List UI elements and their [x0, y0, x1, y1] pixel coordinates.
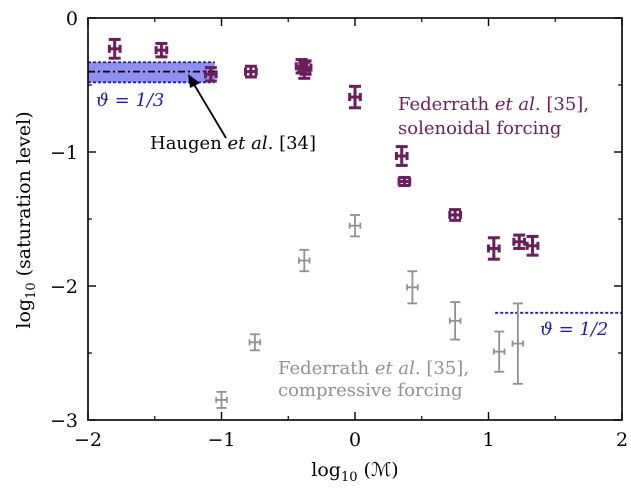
- fed-comp-suffix: [35],: [421, 358, 469, 379]
- haugen-arrow: [188, 74, 227, 139]
- y-axis-label-prefix: log: [13, 299, 35, 329]
- theta-one-third-label: ϑ = 1/3: [96, 90, 164, 111]
- series-1-point-6: [492, 330, 506, 373]
- series-1-point-2: [298, 248, 311, 273]
- haugen-label-suffix: [34]: [273, 133, 316, 154]
- band-layer: [88, 61, 215, 84]
- y-tick-label-3: −3: [50, 410, 78, 432]
- y-axis-label-sub: 10: [24, 282, 39, 299]
- series-0-point-2: [203, 66, 218, 83]
- fed-comp-etal: et al.: [375, 358, 421, 379]
- federrath-compressive-label-line1: Federrath et al. [35],: [278, 358, 469, 379]
- x-axis-label-prefix: log: [311, 459, 341, 481]
- federrath-solenoidal-label-line2: solenoidal forcing: [398, 118, 561, 139]
- fed-comp-prefix: Federrath: [278, 358, 375, 379]
- federrath-solenoidal-label-line1: Federrath et al. [35],: [398, 94, 589, 115]
- series-layer: [107, 37, 540, 409]
- y-tick-label-1: −1: [50, 142, 78, 164]
- series-0-point-9: [397, 175, 412, 187]
- x-axis-label-sub: 10: [341, 470, 358, 485]
- x-tick-label-4: 2: [616, 429, 628, 451]
- series-0-point-3: [244, 64, 258, 79]
- haugen-label-etal: et al.: [228, 133, 274, 154]
- series-1-point-3: [348, 214, 362, 238]
- x-axis-label: log10 (ℳ): [311, 459, 398, 485]
- series-0-point-8: [394, 145, 409, 167]
- fed-sol-suffix: [35],: [541, 94, 589, 115]
- series-1-point-1: [248, 333, 262, 352]
- y-axis-label: log10 (saturation level): [13, 111, 39, 328]
- series-0-point-12: [512, 233, 527, 250]
- theta-one-half-label: ϑ = 1/2: [540, 319, 608, 340]
- series-0-point-13: [525, 234, 540, 257]
- x-tick-label-0: −2: [74, 429, 102, 451]
- haugen-label: Haugen et al. [34]: [150, 133, 316, 154]
- fed-sol-etal: et al.: [495, 94, 541, 115]
- y-axis-label-arg: (saturation level): [13, 111, 35, 282]
- fed-sol-prefix: Federrath: [398, 94, 495, 115]
- x-tick-label-3: 1: [482, 429, 494, 451]
- theta-one-half-text: ϑ = 1/2: [540, 319, 608, 340]
- y-tick-label-0: 0: [66, 8, 78, 30]
- series-1-point-0: [215, 390, 228, 409]
- theta-one-third-text: ϑ = 1/3: [96, 90, 164, 111]
- x-axis-label-arg: (ℳ): [358, 459, 399, 481]
- series-1-point-7: [511, 302, 525, 385]
- series-0-point-1: [154, 41, 169, 59]
- series-1-point-5: [448, 301, 462, 341]
- series-0-point-6: [298, 59, 313, 76]
- series-0-point-0: [107, 37, 122, 60]
- series-0-point-10: [448, 208, 462, 222]
- x-tick-label-1: −1: [207, 429, 235, 451]
- haugen-label-prefix: Haugen: [150, 133, 228, 154]
- y-tick-label-2: −2: [50, 276, 78, 298]
- series-0-point-11: [487, 236, 501, 261]
- x-tick-label-2: 0: [349, 429, 361, 451]
- federrath-compressive-label-line2: compressive forcing: [278, 380, 463, 401]
- series-0-point-7: [348, 84, 362, 110]
- ticks-layer: −2 −1 0 1 20−1−2−3: [50, 8, 628, 451]
- series-1-point-4: [406, 270, 419, 305]
